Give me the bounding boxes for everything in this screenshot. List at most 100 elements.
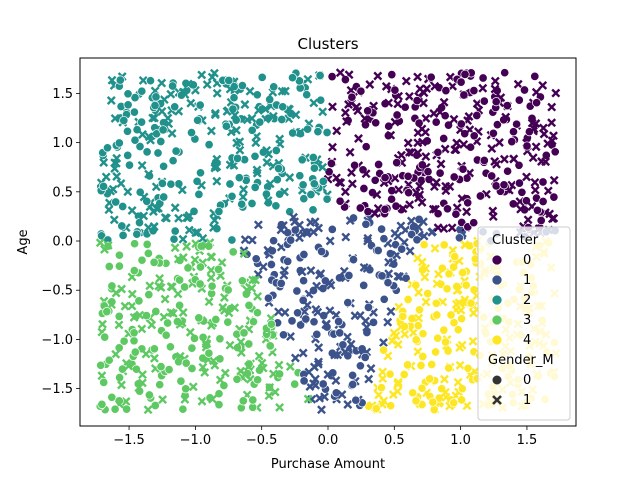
data-point <box>457 384 467 394</box>
data-point <box>210 110 220 120</box>
data-point <box>292 286 302 296</box>
data-point <box>111 349 121 359</box>
data-point <box>296 320 306 330</box>
data-point <box>247 113 257 123</box>
data-point <box>244 339 254 349</box>
data-point <box>186 98 196 108</box>
data-point <box>168 156 178 166</box>
data-point <box>472 99 482 109</box>
data-point <box>405 246 415 256</box>
data-point <box>487 171 497 181</box>
data-point <box>512 119 522 129</box>
data-point <box>130 347 140 357</box>
data-point <box>178 87 188 97</box>
data-point <box>224 75 234 86</box>
legend-hue-title: Cluster <box>492 233 539 248</box>
data-point <box>109 215 119 225</box>
data-point <box>332 126 342 136</box>
data-point <box>244 362 253 372</box>
data-point <box>478 83 488 93</box>
data-point <box>247 235 257 245</box>
chart-title: Clusters <box>297 35 358 53</box>
data-point <box>265 341 275 351</box>
data-point <box>431 298 441 308</box>
data-point <box>303 74 313 84</box>
data-point <box>289 212 298 222</box>
data-point <box>221 121 231 131</box>
y-tick-label: −1.0 <box>41 333 73 348</box>
data-point <box>414 287 424 297</box>
data-point <box>500 68 510 78</box>
data-point <box>274 163 284 174</box>
data-point <box>458 164 468 174</box>
data-point <box>371 118 381 128</box>
data-point <box>368 317 379 327</box>
data-point <box>386 401 396 411</box>
data-point <box>434 269 443 279</box>
data-point <box>538 177 548 187</box>
data-point <box>426 72 436 82</box>
data-point <box>265 94 275 105</box>
data-point <box>318 107 328 117</box>
data-point <box>247 125 257 135</box>
data-point <box>137 86 147 96</box>
data-point <box>551 88 561 98</box>
data-point <box>177 318 187 328</box>
data-point <box>260 104 270 114</box>
data-point <box>330 350 340 360</box>
data-point <box>239 249 249 259</box>
data-point <box>327 224 337 234</box>
data-point <box>340 347 350 357</box>
data-point <box>530 71 540 81</box>
data-point <box>461 280 471 290</box>
data-point <box>373 245 383 256</box>
data-point <box>524 127 534 137</box>
data-point <box>532 98 542 108</box>
data-point <box>378 374 388 384</box>
data-point <box>453 377 463 387</box>
data-point <box>111 197 121 207</box>
data-point <box>536 215 546 226</box>
data-point <box>400 102 410 112</box>
data-point <box>197 70 207 80</box>
data-point <box>309 317 319 327</box>
data-point <box>215 375 225 385</box>
data-point <box>415 181 425 191</box>
data-point <box>155 380 165 390</box>
data-point <box>469 131 479 141</box>
data-point <box>208 394 217 404</box>
data-point <box>170 226 180 236</box>
data-point <box>269 82 279 92</box>
data-point <box>134 218 145 228</box>
data-point <box>393 379 403 389</box>
data-point <box>350 311 360 321</box>
data-point <box>99 158 109 167</box>
data-point <box>335 328 345 338</box>
data-point <box>250 182 260 192</box>
y-tick-label: −1.5 <box>41 382 73 397</box>
data-point <box>295 171 305 181</box>
data-point <box>403 171 413 181</box>
data-point <box>317 246 327 257</box>
data-point <box>392 158 402 168</box>
data-point <box>378 367 388 377</box>
data-point <box>123 150 133 160</box>
data-point <box>237 199 247 209</box>
data-point <box>387 194 397 204</box>
data-point <box>210 215 220 225</box>
data-point <box>347 168 356 178</box>
data-point <box>490 84 500 94</box>
data-point <box>479 155 489 166</box>
data-point <box>130 93 140 103</box>
data-point <box>127 301 137 311</box>
data-point <box>186 128 197 138</box>
data-point <box>523 215 533 225</box>
data-point <box>355 361 365 371</box>
data-point <box>354 134 363 143</box>
data-point <box>209 356 218 366</box>
data-point <box>454 298 464 308</box>
data-point <box>347 92 357 102</box>
data-point <box>157 78 167 88</box>
data-point <box>363 236 372 246</box>
data-point <box>232 374 242 384</box>
